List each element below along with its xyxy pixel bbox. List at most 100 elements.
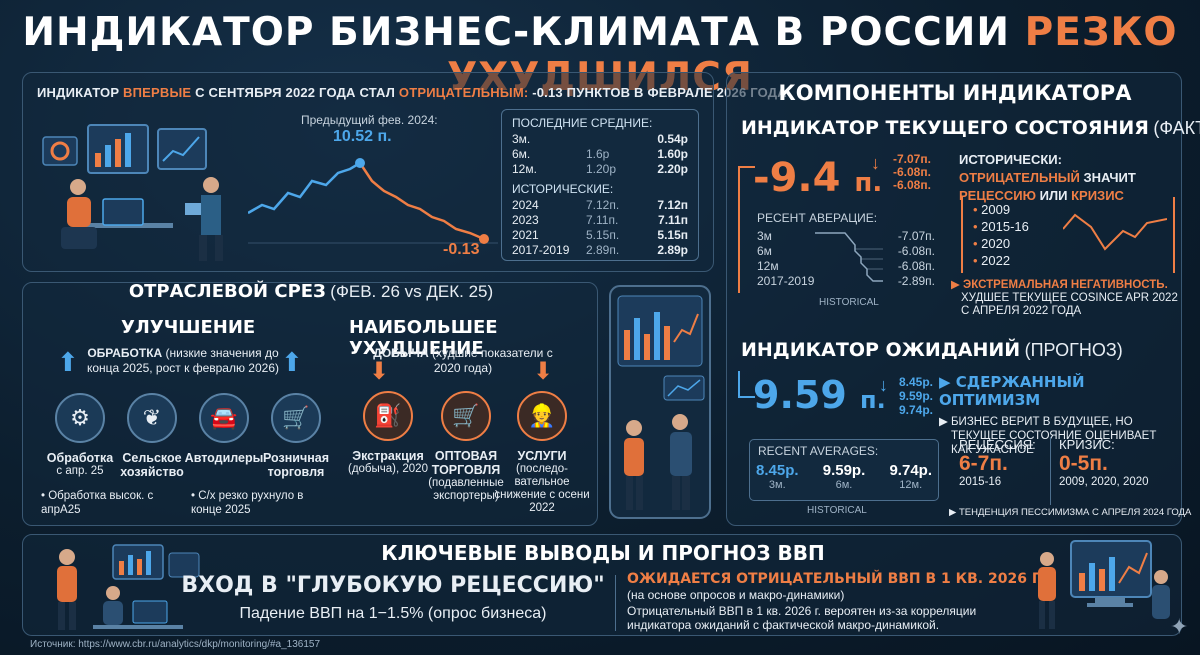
crisis-box: КРИЗИС: 0-5п. 2009, 2020, 2020 <box>1059 437 1149 488</box>
main-indicator-panel: ИНДИКАТОР ВПЕРВЫЕ С СЕНТЯБРЯ 2022 ГОДА С… <box>22 72 787 272</box>
expect-value: 9.59 п. <box>753 373 886 417</box>
last-label: -0.13 <box>443 241 480 258</box>
analyst-illustration <box>1038 540 1170 629</box>
crisis-year: • 2022 <box>973 253 1011 268</box>
current-bracket <box>738 166 755 293</box>
historical-list: 2024 7.12п. 7.12п 2023 7.11п. 7.11п 2021 5.15п.… <box>512 198 688 258</box>
gdp-drop: Падение ВВП на 1−1.5% (опрос бизнеса) <box>239 605 547 622</box>
sector-item-label: Сельское хозяйство <box>120 451 184 479</box>
worst-title: НАИБОЛЬШЕЕ УХУДШЕНИЕ <box>349 317 498 359</box>
current-recent-title: РЕСЕНТ АВЕРАЦИЕ: <box>757 211 878 225</box>
main-line-chart <box>248 158 498 244</box>
current-average-row: 6м -6.08п. <box>757 244 935 258</box>
current-historical-text: ИСТОРИЧЕСКИ: ОТРИЦАТЕЛЬНЫЙ ЗНАЧИТ РЕЦЕСС… <box>959 152 1136 203</box>
components-title: КОМПОНЕНТЫ ИНДИКАТОРА <box>778 81 1132 105</box>
sector-item-label: Обработка с апр. 25 <box>46 451 114 477</box>
extreme-warning: ▶ ЭКСТРЕМАЛЬНАЯ НЕГАТИВНОСТЬ. ХУДШЕЕ ТЕК… <box>951 279 1178 317</box>
divider <box>615 575 616 631</box>
source: Источник: https://www.cbr.ru/analytics/d… <box>30 639 321 650</box>
oil-pump-icon: ⛽ <box>363 391 413 441</box>
improve-bullet-1: • Обработка высок. с апрА25 <box>41 490 154 516</box>
sector-item-label: ОПТОВАЯ ТОРГОВЛЯ (подавленные экспортеры) <box>428 449 504 502</box>
crisis-year: • 2020 <box>973 236 1011 251</box>
plant-icon: ❦ <box>127 393 177 443</box>
averages-box: ПОСЛЕДНИЕ СРЕДНИЕ: 3м. 0.54р 6м. 1.6р 1.60р 1… <box>501 109 699 261</box>
pessimism-trend: ▶ ТЕНДЕНЦИЯ ПЕССИМИЗМА С АПРЕЛЯ 2024 ГОД… <box>949 507 1192 518</box>
team-illustration <box>57 544 200 630</box>
current-average-row: 3м -7.07п. <box>757 229 935 243</box>
average-row: 2017-2019 2.89п. 2.89р <box>512 243 688 257</box>
recent-averages-list: 3м. 0.54р 6м. 1.6р 1.60р 12м. 1.20р 2.20р <box>512 132 688 177</box>
indicator-line <box>248 161 361 215</box>
expect-averages-box: RECENT AVERAGES: 8.45р. 3м. 9.59р. 6м. 9.74р… <box>749 439 939 501</box>
expect-average: 9.74р. 12м. <box>889 462 932 491</box>
title-main: ИНДИКАТОР БИЗНЕС-КЛИМАТА В РОССИИ <box>22 10 1011 55</box>
historical-title: ИСТОРИЧЕСКИЕ: <box>512 182 614 196</box>
last-point <box>479 234 489 244</box>
cart-icon: 🛒 <box>271 393 321 443</box>
worker-icon: 👷 <box>517 391 567 441</box>
conclusions-title: КЛЮЧЕВЫЕ ВЫВОДЫ И ПРОГНОЗ ВВП <box>381 541 825 565</box>
car-icon: 🚘 <box>199 393 249 443</box>
indicator-line-decline <box>358 162 485 241</box>
average-row: 2021 5.15п. 5.15п <box>512 228 688 242</box>
average-row: 2024 7.12п. 7.12п <box>512 198 688 212</box>
worst-note: ДОБЫЧА (худшие показатели с 2020 года) <box>373 346 553 375</box>
current-mini-chart <box>815 232 883 282</box>
improve-title: УЛУЧШЕНИЕ <box>121 317 256 338</box>
expect-average: 9.59р. 6м. <box>822 462 866 491</box>
crisis-years-list: • 2009 • 2015-16 • 2020 • 2022 <box>973 201 1029 269</box>
crisis-year: • 2009 <box>973 202 1011 217</box>
expect-title: ИНДИКАТОР ОЖИДАНИЙ (ПРОГНОЗ) <box>741 339 1123 361</box>
office-illustration <box>42 124 223 261</box>
current-down-arrow: ↓ <box>871 153 880 173</box>
sector-panel: ОТРАСЛЕВОЙ СРЕЗ (ФЕВ. 26 vs ДЕК. 25) УЛУ… <box>22 281 598 526</box>
sector-item-label: Экстракция (добыча), 2020 <box>348 449 428 475</box>
recession-box: РЕЦЕССИЯ: 6-7п. 2015-16 <box>959 437 1051 505</box>
expect-side-values: 8.45р. 9.59р. 9.74р. <box>899 375 934 417</box>
expect-averages-list: 8.45р. 3м. 9.59р. 6м. 9.74р. 12м. <box>756 462 932 491</box>
improve-bullet-2: • С/х резко рухнуло в конце 2025 <box>191 490 304 516</box>
peak-label: 10.52 п. <box>333 128 392 145</box>
recent-averages-title: ПОСЛЕДНИЕ СРЕДНИЕ: <box>512 116 653 130</box>
current-value: -9.4 п. <box>753 155 883 201</box>
average-row: 3м. 0.54р <box>512 132 688 146</box>
worst-arrow-left: ⬇ <box>369 358 390 385</box>
crisis-years-box: • 2009 • 2015-16 • 2020 • 2022 <box>961 197 1175 273</box>
improve-arrow-left: ⬆ <box>57 347 79 377</box>
components-panel: КОМПОНЕНТЫ ИНДИКАТОРА ИНДИКАТОР ТЕКУЩЕГО… <box>726 72 1200 526</box>
expect-historical-caption: HISTORICAL <box>807 505 867 516</box>
gear-icon: ⚙ <box>55 393 105 443</box>
expect-average: 8.45р. 3м. <box>756 462 799 491</box>
peak-point <box>355 158 365 168</box>
intro-text: ИНДИКАТОР ВПЕРВЫЕ С СЕНТЯБРЯ 2022 ГОДА С… <box>37 85 787 100</box>
expect-down-arrow: ↓ <box>879 375 888 395</box>
sparkle-icon: ✦ <box>1170 614 1189 639</box>
sector-item-label: Автодилеры <box>184 451 264 465</box>
sector-title: ОТРАСЛЕВОЙ СРЕЗ (ФЕВ. 26 vs ДЕК. 25) <box>128 281 494 302</box>
improve-note: ОБРАБОТКА (низкие значения до конца 2025… <box>87 346 279 375</box>
sector-item-label: Розничная торговля <box>263 451 329 479</box>
crisis-year: • 2015-16 <box>973 219 1029 234</box>
tablet-illustration <box>609 285 711 519</box>
crisis-mini-chart <box>1063 213 1167 251</box>
average-row: 2023 7.11п. 7.11п <box>512 213 688 227</box>
average-row: 6м. 1.6р 1.60р <box>512 147 688 161</box>
sector-item-label: УСЛУГИ (последо- вательное снижение с осе… <box>494 449 590 514</box>
optimism-block: ▶ СДЕРЖАННЫЙ ОПТИМИЗМ ▶ БИЗНЕС ВЕРИТ В БУ… <box>939 373 1157 456</box>
current-historical-caption: HISTORICAL <box>819 297 879 308</box>
current-recent-rows: 3м -7.07п. 6м -6.08п. 12м -6.08п. 2017-2019 -2.… <box>757 229 935 289</box>
deep-recession: ВХОД В "ГЛУБОКУЮ РЕЦЕССИЮ" <box>181 573 605 598</box>
conclusions-panel: КЛЮЧЕВЫЕ ВЫВОДЫ И ПРОГНОЗ ВВП ВХОД В "ГЛ… <box>22 534 1182 636</box>
expect-bracket <box>738 371 755 398</box>
improve-arrow-right: ⬆ <box>281 347 303 377</box>
average-row: 12м. 1.20р 2.20р <box>512 162 688 176</box>
gdp-expectation: ОЖИДАЕТСЯ ОТРИЦАТЕЛЬНЫЙ ВВП В 1 КВ. 2026… <box>627 571 1047 632</box>
current-title: ИНДИКАТОР ТЕКУЩЕГО СОСТОЯНИЯ (ФАКТ) <box>741 117 1200 139</box>
current-average-row: 2017-2019 -2.89п. <box>757 274 935 288</box>
current-average-row: 12м -6.08п. <box>757 259 935 273</box>
current-side-values: -7.07п. -6.08п. -6.08п. <box>893 152 931 192</box>
worst-arrow-right: ⬇ <box>533 358 554 385</box>
prev-label: Предыдущий фев. 2024: <box>301 113 438 127</box>
